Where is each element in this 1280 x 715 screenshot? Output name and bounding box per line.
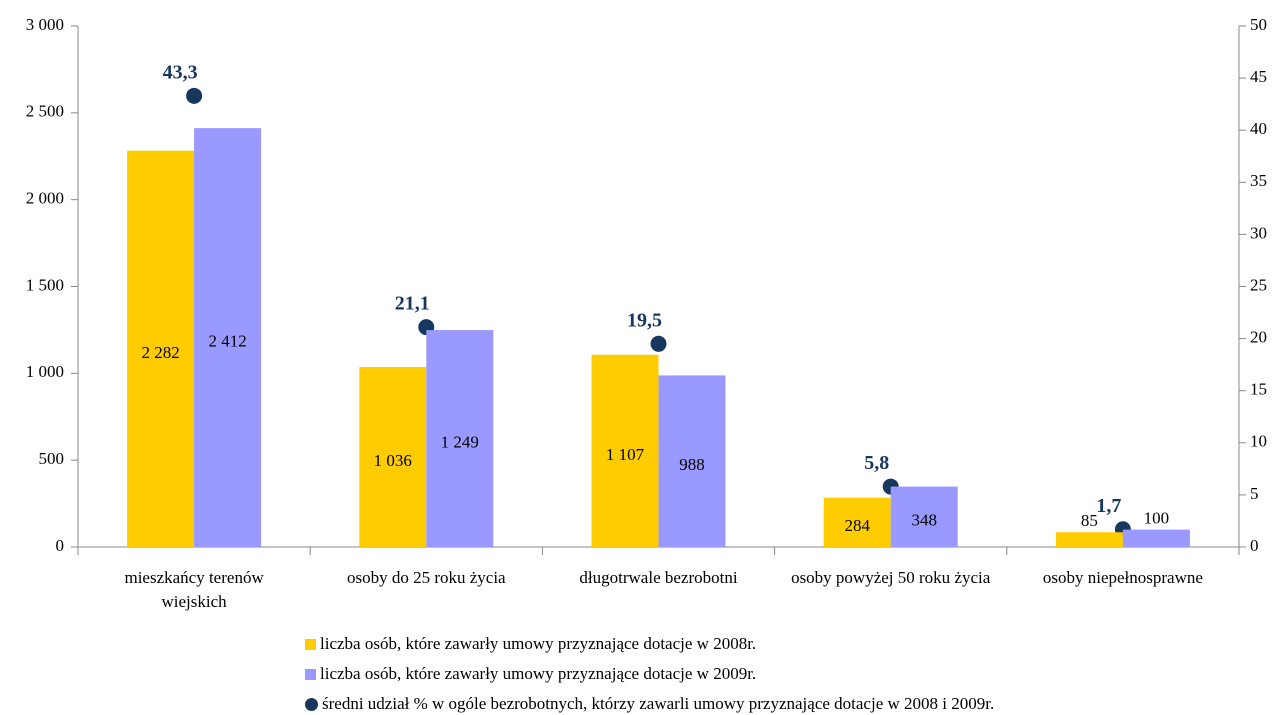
bar	[658, 375, 726, 547]
y2-tick-label: 5	[1250, 484, 1259, 503]
bar	[823, 497, 891, 547]
bar	[359, 367, 427, 547]
y2-tick-label: 30	[1250, 223, 1267, 242]
y2-tick-label: 50	[1250, 15, 1267, 34]
dot-value-label: 5,8	[864, 452, 889, 474]
bar	[890, 486, 958, 547]
bar-value-label: 1 107	[606, 445, 645, 464]
bar-value-label: 85	[1081, 511, 1098, 530]
dot-value-label: 19,5	[627, 309, 662, 331]
bar-value-label: 100	[1144, 509, 1170, 528]
bar-value-label: 284	[844, 516, 870, 535]
bar	[591, 354, 659, 547]
bar	[1055, 532, 1123, 547]
y2-tick-label: 15	[1250, 380, 1267, 399]
bar-value-label: 2 412	[208, 331, 246, 350]
legend-entry: średni udział % w ogóle bezrobotnych, kt…	[305, 694, 994, 714]
y2-tick-label: 40	[1250, 119, 1267, 138]
bar-value-label: 348	[911, 511, 937, 530]
x-tick-label: osoby niepełnosprawne	[1042, 568, 1203, 587]
dot	[650, 335, 667, 352]
legend-swatch	[305, 638, 316, 650]
bar	[1122, 529, 1190, 547]
legend-entry: liczba osób, które zawarły umowy przyzna…	[305, 634, 756, 654]
x-tick-label: osoby powyżej 50 roku życia	[791, 568, 991, 587]
y-tick-label: 500	[39, 449, 65, 468]
y-tick-label: 1 000	[26, 362, 64, 381]
legend-label: średni udział % w ogóle bezrobotnych, kt…	[322, 694, 995, 713]
y2-tick-label: 10	[1250, 432, 1267, 451]
legend-swatch	[305, 697, 318, 711]
bar-value-label: 988	[679, 455, 705, 474]
legend-label: liczba osób, które zawarły umowy przyzna…	[320, 664, 757, 683]
x-tick-label: mieszkańcy terenów wiejskich	[124, 568, 264, 611]
bar-value-label: 1 036	[374, 451, 412, 470]
legend-entry: liczba osób, które zawarły umowy przyzna…	[305, 664, 756, 684]
y2-tick-label: 25	[1250, 275, 1267, 294]
dot	[186, 87, 203, 104]
y-tick-label: 0	[56, 536, 65, 555]
y2-tick-label: 0	[1250, 536, 1259, 555]
y-tick-label: 2 000	[26, 189, 64, 208]
bar-value-label: 1 249	[441, 432, 479, 451]
legend-swatch	[305, 668, 316, 680]
x-tick-label: osoby do 25 roku życia	[346, 568, 506, 587]
bar	[127, 150, 195, 547]
bar-value-label: 2 282	[141, 343, 179, 362]
dot-value-label: 21,1	[395, 293, 430, 315]
dot-value-label: 1,7	[1096, 495, 1121, 517]
legend-label: liczba osób, które zawarły umowy przyzna…	[320, 634, 757, 653]
dot-value-label: 43,3	[163, 61, 198, 83]
y-tick-label: 1 500	[26, 275, 64, 294]
bar	[194, 128, 262, 547]
y-tick-label: 3 000	[26, 15, 64, 34]
y2-tick-label: 20	[1250, 328, 1267, 347]
y2-tick-label: 45	[1250, 67, 1267, 86]
x-tick-label: długotrwale bezrobotni	[579, 568, 738, 587]
bar	[426, 330, 494, 547]
y-tick-label: 2 500	[26, 102, 64, 121]
y2-tick-label: 35	[1250, 171, 1267, 190]
